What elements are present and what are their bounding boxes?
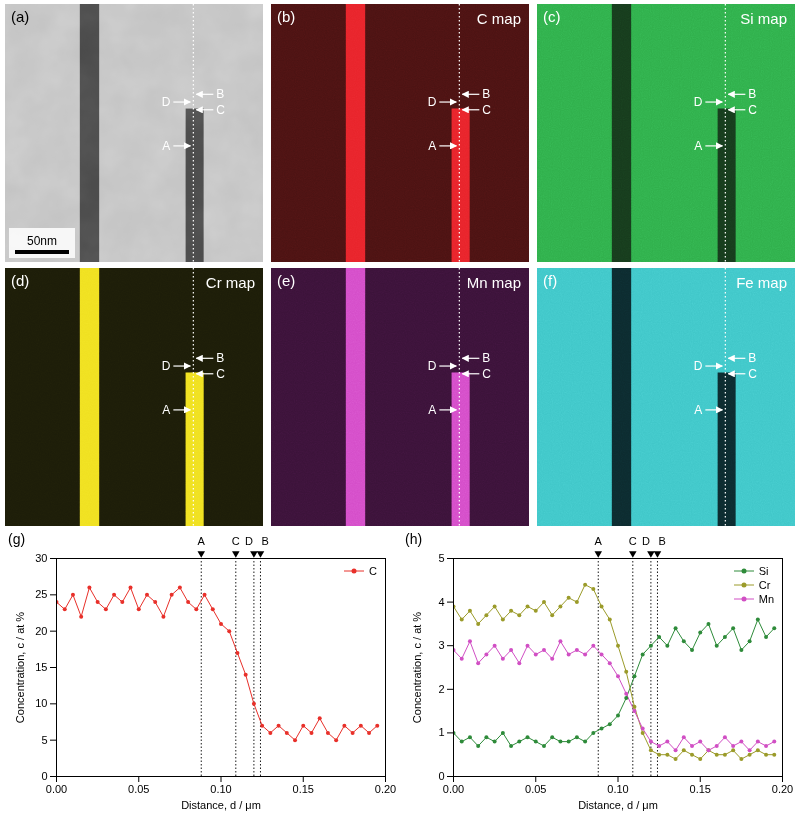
html-text:(g): (g) bbox=[8, 531, 26, 547]
html-text:(h): (h) bbox=[405, 531, 423, 547]
svg-text:30: 30 bbox=[35, 552, 47, 564]
svg-text:A: A bbox=[694, 403, 702, 417]
svg-text:(f): (f) bbox=[543, 272, 557, 289]
svg-text:A: A bbox=[595, 535, 603, 547]
svg-text:Fe map: Fe map bbox=[736, 274, 787, 291]
svg-text:C map: C map bbox=[477, 10, 521, 27]
svg-text:0.20: 0.20 bbox=[772, 783, 793, 795]
svg-text:2: 2 bbox=[438, 683, 444, 695]
svg-text:50nm: 50nm bbox=[27, 234, 57, 248]
svg-text:A: A bbox=[198, 535, 206, 547]
svg-text:A: A bbox=[428, 139, 436, 153]
svg-text:1: 1 bbox=[438, 726, 444, 738]
svg-text:0.05: 0.05 bbox=[128, 783, 149, 795]
svg-text:4: 4 bbox=[438, 596, 444, 608]
svg-text:(a): (a) bbox=[11, 8, 29, 25]
svg-text:D: D bbox=[642, 535, 650, 547]
svg-text:Si map: Si map bbox=[740, 10, 787, 27]
svg-text:Distance, d / μm: Distance, d / μm bbox=[181, 799, 261, 811]
svg-text:0.00: 0.00 bbox=[443, 783, 464, 795]
svg-text:C: C bbox=[748, 103, 757, 117]
svg-text:B: B bbox=[482, 351, 490, 365]
svg-text:Mn map: Mn map bbox=[467, 274, 521, 291]
svg-text:10: 10 bbox=[35, 697, 47, 709]
svg-text:0.10: 0.10 bbox=[210, 783, 231, 795]
svg-text:B: B bbox=[482, 87, 490, 101]
svg-text:0.00: 0.00 bbox=[46, 783, 67, 795]
svg-text:5: 5 bbox=[41, 734, 47, 746]
svg-text:B: B bbox=[216, 87, 224, 101]
html-text:Si: Si bbox=[758, 565, 769, 577]
svg-text:D: D bbox=[694, 359, 703, 373]
svg-text:15: 15 bbox=[35, 661, 47, 673]
svg-text:A: A bbox=[162, 403, 170, 417]
svg-text:0.10: 0.10 bbox=[607, 783, 628, 795]
svg-text:0.15: 0.15 bbox=[293, 783, 314, 795]
svg-text:A: A bbox=[162, 139, 170, 153]
html-text:C: C bbox=[369, 565, 377, 577]
svg-text:D: D bbox=[162, 95, 171, 109]
svg-text:0.20: 0.20 bbox=[375, 783, 396, 795]
svg-text:3: 3 bbox=[438, 639, 444, 651]
svg-text:(b): (b) bbox=[277, 8, 295, 25]
html-text:Cr: Cr bbox=[758, 579, 771, 591]
svg-text:C: C bbox=[629, 535, 637, 547]
svg-text:Concentration, c / at %: Concentration, c / at % bbox=[411, 612, 423, 723]
svg-text:B: B bbox=[216, 351, 224, 365]
svg-text:0: 0 bbox=[41, 770, 47, 782]
svg-text:D: D bbox=[162, 359, 171, 373]
svg-text:25: 25 bbox=[35, 588, 47, 600]
svg-text:C: C bbox=[482, 103, 491, 117]
svg-text:0.05: 0.05 bbox=[525, 783, 546, 795]
svg-text:D: D bbox=[694, 95, 703, 109]
svg-text:(c): (c) bbox=[543, 8, 561, 25]
svg-text:0.15: 0.15 bbox=[690, 783, 711, 795]
svg-text:Concentration, c / at %: Concentration, c / at % bbox=[14, 612, 26, 723]
svg-text:Cr map: Cr map bbox=[206, 274, 255, 291]
svg-text:(e): (e) bbox=[277, 272, 295, 289]
svg-text:B: B bbox=[658, 535, 665, 547]
svg-text:C: C bbox=[216, 103, 225, 117]
svg-text:D: D bbox=[428, 95, 437, 109]
svg-text:A: A bbox=[694, 139, 702, 153]
svg-text:C: C bbox=[216, 367, 225, 381]
svg-text:D: D bbox=[245, 535, 253, 547]
svg-text:B: B bbox=[748, 351, 756, 365]
svg-text:B: B bbox=[261, 535, 268, 547]
svg-text:C: C bbox=[482, 367, 491, 381]
svg-text:5: 5 bbox=[438, 552, 444, 564]
svg-text:(d): (d) bbox=[11, 272, 29, 289]
svg-text:C: C bbox=[748, 367, 757, 381]
svg-text:C: C bbox=[232, 535, 240, 547]
svg-text:0: 0 bbox=[438, 770, 444, 782]
svg-text:A: A bbox=[428, 403, 436, 417]
svg-text:D: D bbox=[428, 359, 437, 373]
svg-text:B: B bbox=[748, 87, 756, 101]
svg-text:Distance, d / μm: Distance, d / μm bbox=[578, 799, 658, 811]
html-text:Mn: Mn bbox=[758, 593, 774, 605]
svg-text:20: 20 bbox=[35, 625, 47, 637]
